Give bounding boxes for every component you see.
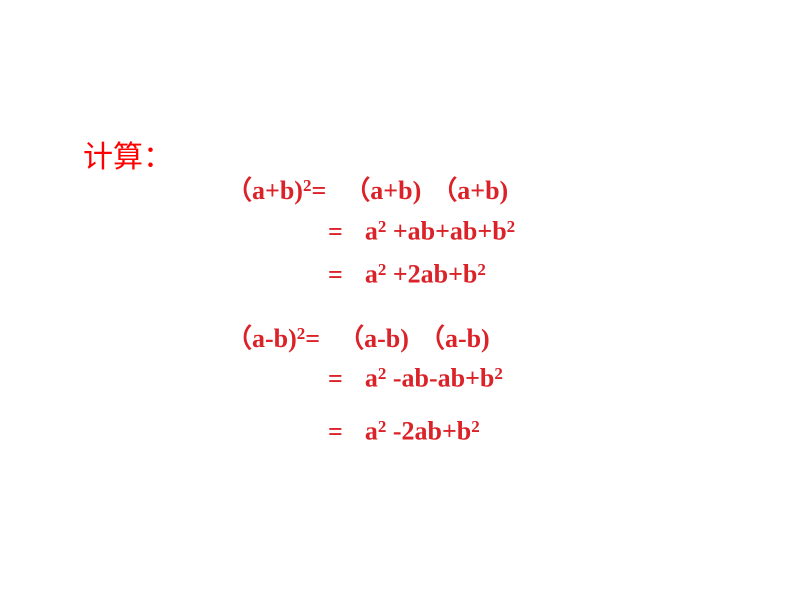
rhs2-open-paren: （ xyxy=(431,176,457,205)
equation-line-3: =a2 +2ab+b2 xyxy=(328,258,486,290)
terms-rest: -ab-ab+b xyxy=(386,364,494,393)
rhs1-expr: a-b) xyxy=(364,324,409,353)
equation-line-2: =a2 +ab+ab+b2 xyxy=(328,215,515,247)
terms-rest: +2ab+b xyxy=(386,260,477,289)
terms-rest: -2ab+b xyxy=(386,417,471,446)
sup-2: 2 xyxy=(378,364,387,383)
lhs-open-paren: （ xyxy=(226,324,252,353)
rhs1-open-paren: （ xyxy=(338,324,364,353)
sup-2: 2 xyxy=(378,417,387,436)
equation-line-4: （a-b)2=（a-b)（a-b) xyxy=(226,318,490,355)
lhs-sup: 2 xyxy=(297,324,306,343)
equals-sign: = xyxy=(311,176,326,206)
sup-2-end: 2 xyxy=(494,364,503,383)
rhs1-open-paren: （ xyxy=(344,176,370,205)
term-a: a xyxy=(365,217,378,246)
lhs-open-paren: （ xyxy=(226,176,252,205)
equation-line-6: =a2 -2ab+b2 xyxy=(328,415,480,447)
equation-line-5: =a2 -ab-ab+b2 xyxy=(328,362,503,394)
equals-sign: = xyxy=(305,324,320,354)
equals-sign: = xyxy=(328,260,343,290)
equals-sign: = xyxy=(328,417,343,447)
term-a: a xyxy=(365,364,378,393)
heading-calculate: 计算： xyxy=(83,132,173,176)
equals-sign: = xyxy=(328,217,343,247)
sup-2-end: 2 xyxy=(507,217,516,236)
lhs-expr: a-b) xyxy=(252,324,297,353)
sup-2-end: 2 xyxy=(471,417,480,436)
terms-rest: +ab+ab+b xyxy=(386,217,506,246)
sup-2: 2 xyxy=(378,260,387,279)
rhs2-open-paren: （ xyxy=(419,324,445,353)
equation-line-1: （a+b)2=（a+b)（a+b) xyxy=(226,170,508,207)
sup-2-end: 2 xyxy=(477,260,486,279)
lhs-sup: 2 xyxy=(303,176,312,195)
lhs-expr: a+b) xyxy=(252,176,303,205)
rhs2-expr: a-b) xyxy=(445,324,490,353)
equals-sign: = xyxy=(328,364,343,394)
term-a: a xyxy=(365,417,378,446)
rhs2-expr: a+b) xyxy=(457,176,508,205)
term-a: a xyxy=(365,260,378,289)
sup-2: 2 xyxy=(378,217,387,236)
rhs1-expr: a+b) xyxy=(370,176,421,205)
